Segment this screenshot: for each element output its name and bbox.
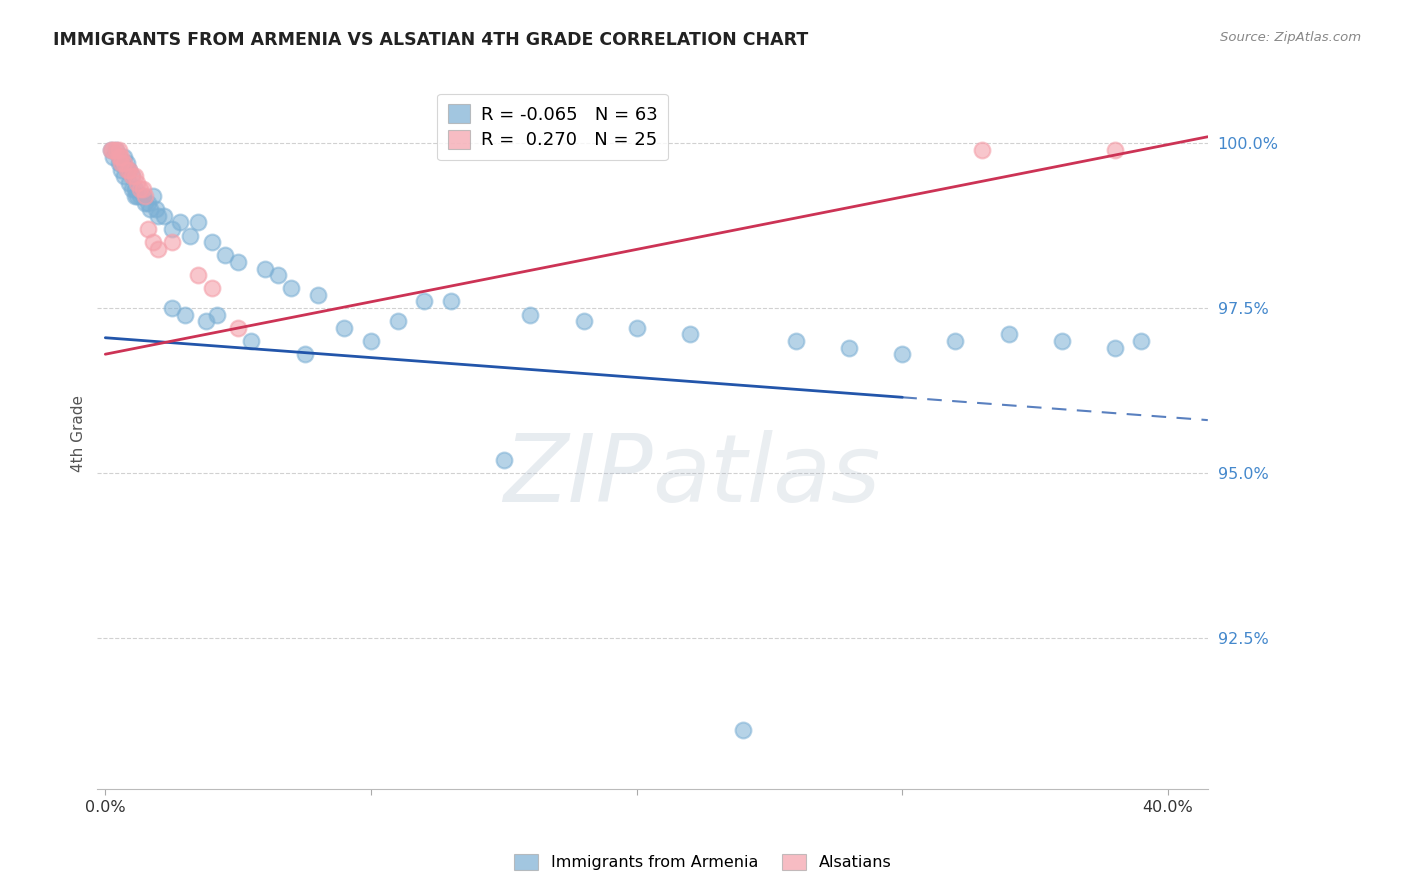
Point xyxy=(572,314,595,328)
Point xyxy=(148,242,170,256)
Point xyxy=(103,143,125,157)
Point xyxy=(1104,341,1126,355)
Point xyxy=(731,723,754,737)
Point xyxy=(997,327,1019,342)
Point xyxy=(169,215,191,229)
Point xyxy=(121,182,143,196)
Point xyxy=(110,156,132,170)
Point xyxy=(195,314,218,328)
Point xyxy=(128,189,150,203)
Point xyxy=(187,268,209,282)
Point xyxy=(142,235,165,250)
Legend: R = -0.065   N = 63, R =  0.270   N = 25: R = -0.065 N = 63, R = 0.270 N = 25 xyxy=(437,94,668,161)
Point xyxy=(785,334,807,348)
Point xyxy=(187,215,209,229)
Point xyxy=(136,195,159,210)
Point xyxy=(131,189,153,203)
Point xyxy=(131,182,153,196)
Point xyxy=(160,222,183,236)
Point xyxy=(112,149,135,163)
Point xyxy=(160,301,183,315)
Point xyxy=(148,209,170,223)
Point xyxy=(134,189,156,203)
Point xyxy=(280,281,302,295)
Legend: Immigrants from Armenia, Alsatians: Immigrants from Armenia, Alsatians xyxy=(508,847,898,877)
Point xyxy=(107,149,129,163)
Point xyxy=(118,176,141,190)
Point xyxy=(107,143,129,157)
Point xyxy=(519,308,541,322)
Point xyxy=(253,261,276,276)
Point xyxy=(440,294,463,309)
Point xyxy=(1050,334,1073,348)
Point xyxy=(124,182,146,196)
Point xyxy=(110,156,132,170)
Point xyxy=(214,248,236,262)
Text: Source: ZipAtlas.com: Source: ZipAtlas.com xyxy=(1220,31,1361,45)
Point xyxy=(413,294,436,309)
Point xyxy=(128,182,150,196)
Point xyxy=(226,255,249,269)
Point xyxy=(970,143,993,157)
Point xyxy=(205,308,228,322)
Point xyxy=(174,308,197,322)
Point xyxy=(104,143,127,157)
Point xyxy=(145,202,167,217)
Text: ZIP: ZIP xyxy=(503,431,652,522)
Point xyxy=(152,209,174,223)
Y-axis label: 4th Grade: 4th Grade xyxy=(72,395,86,472)
Point xyxy=(121,169,143,184)
Point xyxy=(200,281,222,295)
Point xyxy=(891,347,914,361)
Point xyxy=(118,162,141,177)
Point xyxy=(1130,334,1153,348)
Point xyxy=(240,334,263,348)
Point xyxy=(142,189,165,203)
Point xyxy=(103,149,125,163)
Text: atlas: atlas xyxy=(652,431,880,522)
Point xyxy=(134,195,156,210)
Point xyxy=(387,314,409,328)
Text: IMMIGRANTS FROM ARMENIA VS ALSATIAN 4TH GRADE CORRELATION CHART: IMMIGRANTS FROM ARMENIA VS ALSATIAN 4TH … xyxy=(53,31,808,49)
Point xyxy=(267,268,290,282)
Point xyxy=(679,327,702,342)
Point xyxy=(945,334,967,348)
Point xyxy=(110,162,132,177)
Point xyxy=(107,156,129,170)
Point xyxy=(100,143,122,157)
Point xyxy=(127,189,149,203)
Point xyxy=(115,156,138,170)
Point xyxy=(139,202,162,217)
Point xyxy=(124,169,146,184)
Point xyxy=(112,156,135,170)
Point xyxy=(226,321,249,335)
Point xyxy=(121,169,143,184)
Point xyxy=(112,169,135,184)
Point xyxy=(294,347,316,361)
Point xyxy=(179,228,201,243)
Point xyxy=(124,189,146,203)
Point xyxy=(107,149,129,163)
Point xyxy=(104,143,127,157)
Point xyxy=(626,321,648,335)
Point xyxy=(136,222,159,236)
Point xyxy=(333,321,356,335)
Point xyxy=(838,341,860,355)
Point xyxy=(1104,143,1126,157)
Point xyxy=(118,162,141,177)
Point xyxy=(360,334,382,348)
Point xyxy=(100,143,122,157)
Point xyxy=(492,452,515,467)
Point xyxy=(115,162,138,177)
Point xyxy=(307,288,329,302)
Point xyxy=(200,235,222,250)
Point xyxy=(127,176,149,190)
Point xyxy=(110,149,132,163)
Point xyxy=(115,162,138,177)
Point xyxy=(160,235,183,250)
